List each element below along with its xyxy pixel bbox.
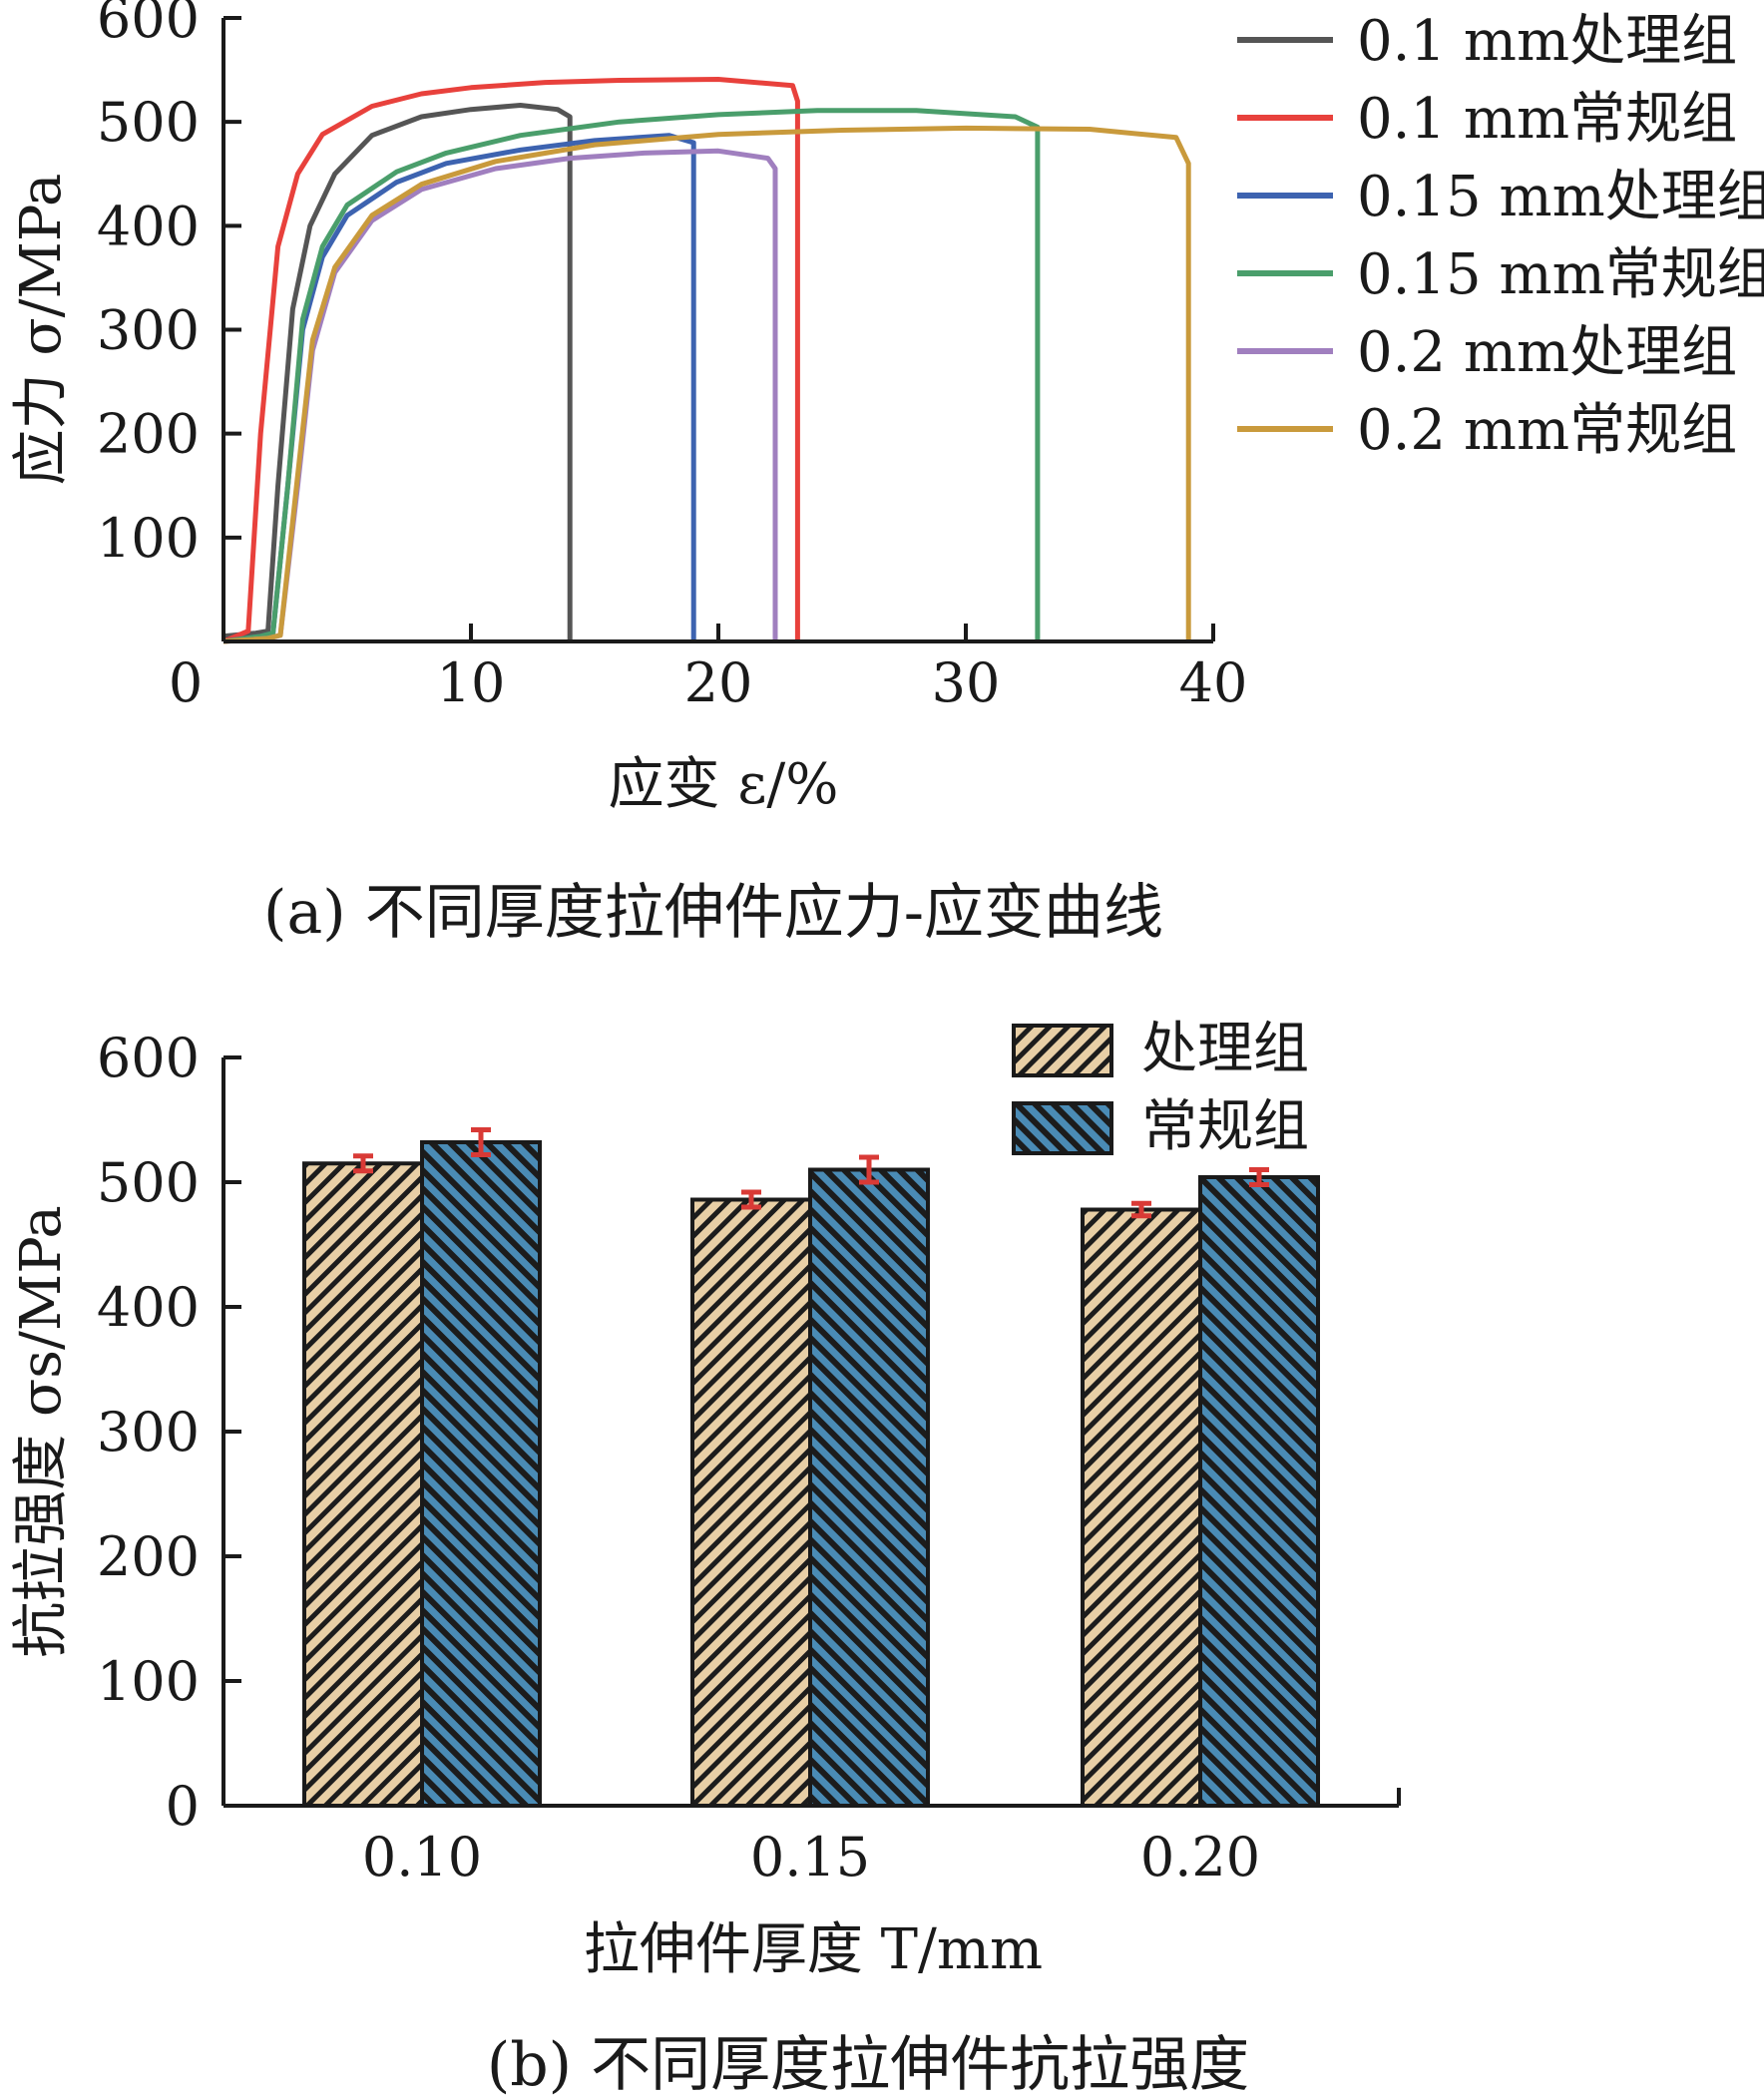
- a-y-tick-label: 300: [97, 299, 200, 362]
- curve-3: [222, 108, 1041, 644]
- b-y-tick-label: 100: [97, 1650, 200, 1713]
- a-legend-label: 0.15 mm常规组: [1357, 242, 1764, 307]
- b-x-tick-label: 0.20: [1140, 1826, 1260, 1889]
- error-bar: [741, 1189, 761, 1210]
- curve-1: [222, 77, 800, 644]
- b-legend-label: 处理组: [1141, 1017, 1309, 1081]
- b-legend-swatch: [1012, 1101, 1113, 1155]
- b-y-axis-label: 抗拉强度 σs/MPa: [9, 1205, 74, 1658]
- a-x-tick-label: 10: [437, 651, 506, 714]
- error-bar: [353, 1153, 373, 1174]
- b-y-tick-label: 200: [97, 1525, 200, 1588]
- b-y-tick-label: 500: [97, 1151, 200, 1214]
- a-legend-label: 0.2 mm常规组: [1357, 398, 1737, 463]
- b-legend-swatch: [1012, 1024, 1113, 1077]
- a-y-tick-label: 100: [97, 507, 200, 570]
- bar-2-0: [1081, 1207, 1202, 1808]
- curve-0: [222, 103, 573, 641]
- error-bars: [353, 1127, 1269, 1219]
- a-x-tick-label: 30: [932, 651, 1001, 714]
- bar-1-0: [690, 1197, 812, 1808]
- error-bar: [471, 1127, 491, 1157]
- stress-strain-curves: [222, 77, 1191, 644]
- a-legend-label: 0.15 mm处理组: [1357, 165, 1764, 229]
- a-legend-label: 0.1 mm常规组: [1357, 87, 1737, 152]
- a-y-tick-label: 600: [97, 0, 200, 50]
- b-legend-label: 常规组: [1141, 1094, 1309, 1159]
- a-y-tick-label: 200: [97, 403, 200, 466]
- a-x-axis-label: 应变 ε/%: [609, 752, 839, 817]
- b-x-tick-label: 0.15: [750, 1826, 870, 1889]
- tensile-strength-bars: [302, 1140, 1320, 1808]
- bar-2-1: [1198, 1175, 1320, 1808]
- a-x-tick-label: 40: [1179, 651, 1248, 714]
- a-legend: 0.1 mm处理组 0.1 mm常规组 0.15 mm处理组 0.15 mm常规组 0.…: [1237, 9, 1764, 463]
- b-x-ticks: 0.10 0.15 0.20: [362, 1788, 1401, 1889]
- a-caption: (a) 不同厚度拉伸件应力-应变曲线: [263, 878, 1163, 948]
- b-x-tick-label: 0.10: [362, 1826, 482, 1889]
- a-y-tick-label: 500: [97, 91, 200, 154]
- error-bar: [1131, 1200, 1151, 1219]
- b-y-ticks: 0 100 200 300 400 500 600: [97, 1027, 241, 1838]
- a-y-ticks: 100 200 300 400 500 600: [97, 0, 241, 570]
- a-legend-label: 0.2 mm处理组: [1357, 320, 1737, 385]
- a-x-ticks: 0 10 20 30 40: [169, 624, 1248, 714]
- error-bar: [859, 1154, 879, 1185]
- b-y-tick-label: 600: [97, 1027, 200, 1089]
- a-legend-label: 0.1 mm处理组: [1357, 9, 1737, 74]
- a-x-tick-label: 20: [684, 651, 753, 714]
- b-y-tick-label: 400: [97, 1276, 200, 1339]
- bar-0-1: [420, 1140, 542, 1808]
- b-y-tick-label: 300: [97, 1401, 200, 1464]
- bar-1-1: [808, 1167, 930, 1808]
- b-caption: (b) 不同厚度拉伸件抗拉强度: [487, 2030, 1249, 2099]
- bar-0-0: [302, 1161, 424, 1808]
- curve-5: [222, 125, 1191, 644]
- curve-2: [222, 133, 696, 644]
- a-y-tick-label: 400: [97, 195, 200, 257]
- a-x-tick-label: 0: [169, 651, 203, 714]
- b-y-tick-label: 0: [166, 1775, 200, 1838]
- error-bar: [1249, 1167, 1269, 1187]
- a-y-axis-label: 应力 σ/MPa: [9, 174, 74, 486]
- b-x-axis-label: 拉伸件厚度 T/mm: [584, 1917, 1043, 1982]
